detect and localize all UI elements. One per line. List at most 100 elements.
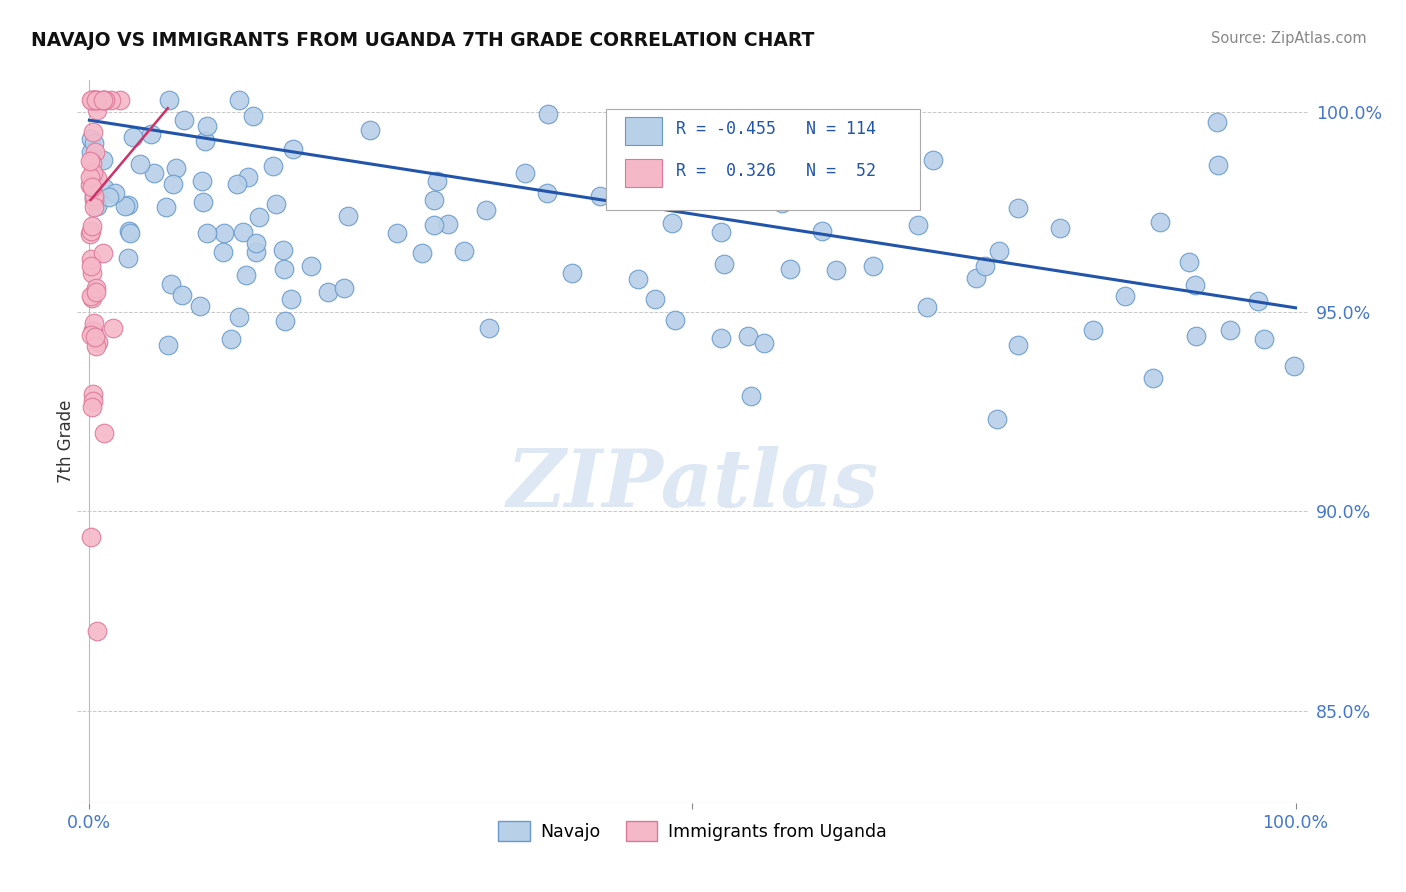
Text: ZIPatlas: ZIPatlas: [506, 446, 879, 524]
Point: [475, 202, 498, 217]
Point: [423, 194, 446, 208]
Point: [162, 177, 184, 191]
Point: [825, 263, 848, 277]
Point: [83, 93, 105, 107]
Point: [411, 246, 433, 260]
Point: [83, 317, 105, 331]
Point: [191, 174, 214, 188]
Point: [84, 145, 107, 159]
Point: [86, 93, 108, 107]
Point: [91, 245, 114, 260]
Point: [120, 226, 142, 240]
Point: [1142, 370, 1164, 384]
Point: [143, 165, 166, 179]
Point: [236, 169, 259, 184]
Point: [478, 321, 501, 335]
Point: [82, 155, 104, 169]
Point: [165, 161, 187, 176]
Text: R = -0.455   N = 114: R = -0.455 N = 114: [676, 120, 876, 137]
Point: [110, 93, 132, 107]
Point: [155, 200, 177, 214]
Point: [387, 226, 409, 240]
Point: [1114, 289, 1136, 303]
Point: [536, 186, 558, 201]
Point: [1083, 323, 1105, 337]
Point: [157, 93, 180, 107]
Point: [907, 218, 929, 232]
Point: [97, 190, 120, 204]
Point: [561, 266, 583, 280]
Point: [1253, 332, 1275, 346]
Point: [661, 216, 683, 230]
Point: [170, 288, 193, 302]
Legend: Navajo, Immigrants from Uganda: Navajo, Immigrants from Uganda: [491, 814, 894, 848]
Point: [637, 145, 659, 159]
Point: [94, 93, 117, 107]
Point: [437, 217, 460, 231]
Point: [965, 271, 987, 285]
Point: [242, 109, 264, 123]
Point: [80, 266, 103, 280]
Point: [336, 209, 359, 223]
Point: [80, 327, 103, 342]
Point: [80, 289, 103, 303]
Point: [772, 196, 794, 211]
Point: [921, 153, 943, 167]
Point: [79, 153, 101, 168]
Point: [752, 336, 775, 351]
Point: [80, 180, 103, 194]
Point: [82, 125, 104, 139]
Point: [1206, 157, 1229, 171]
Point: [274, 314, 297, 328]
Point: [79, 132, 101, 146]
Point: [228, 93, 250, 107]
Point: [82, 93, 104, 107]
Point: [84, 191, 107, 205]
Point: [359, 122, 381, 136]
Point: [423, 218, 446, 232]
Point: [79, 259, 101, 273]
Point: [219, 332, 242, 346]
Point: [316, 285, 339, 299]
Point: [93, 93, 115, 107]
Point: [80, 224, 103, 238]
Point: [247, 210, 270, 224]
Point: [79, 145, 101, 160]
Point: [122, 130, 145, 145]
Point: [86, 624, 108, 638]
Point: [157, 338, 180, 352]
Point: [86, 339, 108, 353]
Point: [235, 268, 257, 283]
Point: [1284, 359, 1306, 374]
Point: [988, 244, 1011, 259]
Point: [1205, 115, 1227, 129]
Point: [212, 226, 235, 240]
Point: [264, 196, 287, 211]
Point: [1184, 329, 1206, 343]
Point: [80, 530, 103, 544]
Point: [1178, 254, 1201, 268]
Point: [86, 93, 108, 107]
Point: [679, 144, 702, 158]
Point: [779, 261, 801, 276]
Point: [79, 227, 101, 241]
Point: [129, 157, 152, 171]
Point: [114, 199, 136, 213]
Point: [737, 328, 759, 343]
Point: [80, 93, 103, 107]
Point: [117, 198, 139, 212]
Text: NAVAJO VS IMMIGRANTS FROM UGANDA 7TH GRADE CORRELATION CHART: NAVAJO VS IMMIGRANTS FROM UGANDA 7TH GRA…: [31, 31, 814, 50]
Point: [191, 195, 214, 210]
Point: [589, 189, 612, 203]
Point: [1247, 294, 1270, 309]
Point: [83, 188, 105, 202]
Point: [986, 411, 1008, 425]
Point: [280, 292, 302, 306]
Point: [1049, 220, 1071, 235]
Point: [79, 252, 101, 266]
Point: [93, 181, 115, 195]
Point: [262, 159, 284, 173]
Point: [159, 277, 181, 291]
Point: [664, 312, 686, 326]
Point: [228, 310, 250, 324]
